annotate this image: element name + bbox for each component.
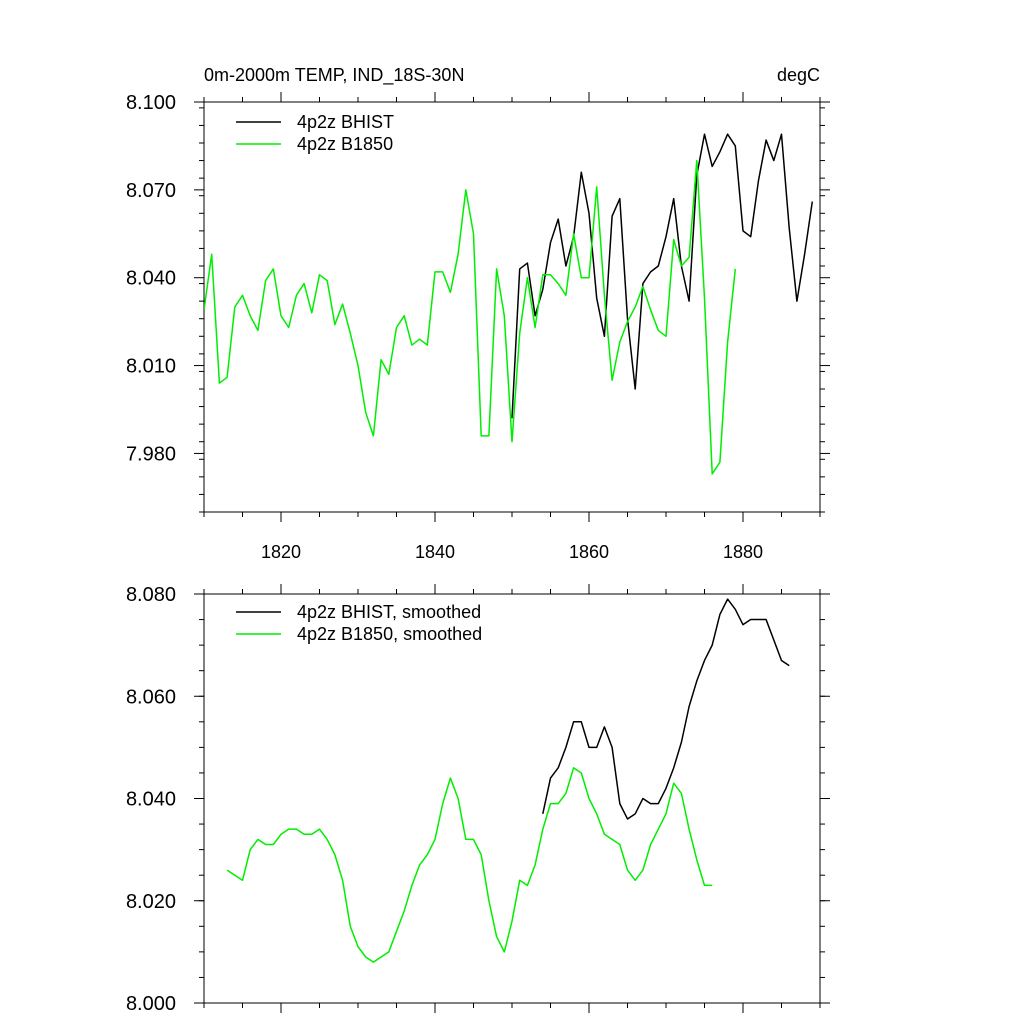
bottom-legend-label: 4p2z B1850, smoothed: [297, 624, 482, 644]
bottom-y-tick-label: 8.000: [126, 993, 176, 1015]
top-y-tick-label: 8.070: [126, 180, 176, 202]
bottom-series-line-b1850: [226, 767, 713, 963]
top-y-tick-label: 8.040: [126, 268, 176, 290]
top-plot-frame: [203, 101, 821, 513]
bottom-y-tick-label: 8.060: [126, 686, 176, 708]
bottom-y-tick-label: 8.020: [126, 891, 176, 913]
units-label: degC: [777, 65, 820, 85]
top-y-tick-label: 8.010: [126, 356, 176, 378]
chart-title: 0m-2000m TEMP, IND_18S-30N: [204, 65, 464, 86]
bottom-plot-frame: [203, 593, 821, 1004]
top-x-tick-label: 1820: [261, 542, 301, 562]
bottom-legend-label: 4p2z BHIST, smoothed: [297, 602, 481, 622]
bottom-y-tick-label: 8.080: [126, 584, 176, 606]
top-y-tick-label: 8.100: [126, 92, 176, 114]
top-y-tick-label: 7.980: [126, 443, 176, 465]
bottom-panel: 8.000 8.020 8.040 8.060 8.080 4p2z BHIST, smo…: [126, 584, 830, 1015]
top-panel: 0m-2000m TEMP, IND_18S-30N degC 1820 1840…: [126, 65, 830, 562]
bottom-y-tick-label: 8.040: [126, 789, 176, 811]
top-x-tick-label: 1840: [415, 542, 455, 562]
top-series-line-bhist: [511, 133, 814, 419]
top-legend-label: 4p2z B1850: [297, 134, 393, 154]
bottom-series-line-bhist: [542, 598, 790, 820]
top-x-tick-label: 1860: [569, 542, 609, 562]
top-legend-label: 4p2z BHIST: [297, 112, 394, 132]
top-x-tick-label: 1880: [723, 542, 763, 562]
top-series-line-b1850: [204, 159, 737, 475]
